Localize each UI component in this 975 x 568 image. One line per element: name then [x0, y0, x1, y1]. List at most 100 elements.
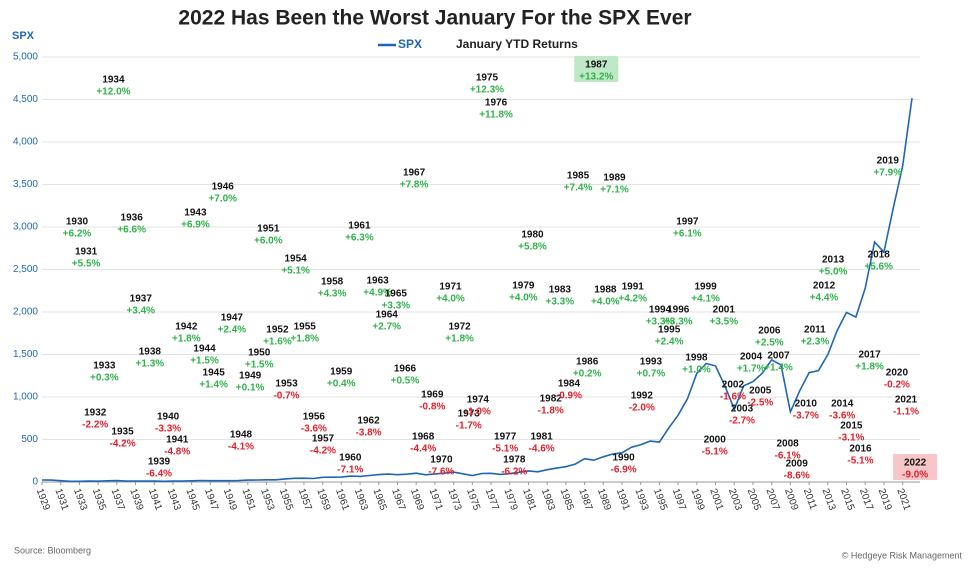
x-tick-label: 2007: [763, 487, 781, 512]
annotation-return: -1.6%: [720, 392, 746, 403]
annotation-return: -4.6%: [529, 444, 555, 455]
x-tick-label: 1961: [333, 487, 351, 512]
annotation-year: 2009: [786, 459, 809, 470]
x-tick-label: 2019: [876, 487, 894, 512]
annotation-return: +1.8%: [855, 362, 884, 373]
y-tick-label: 500: [21, 434, 38, 445]
annotation-year: 2022: [904, 458, 927, 469]
y-tick-label: 3,500: [13, 179, 38, 190]
x-tick-label: 1983: [539, 487, 557, 512]
x-tick-label: 1955: [277, 487, 295, 512]
annotation-year: 1993: [640, 357, 663, 368]
spx-line: [41, 98, 913, 483]
annotation-year: 1984: [558, 379, 581, 390]
annotation-year: 1941: [166, 435, 189, 446]
annotation-year: 1934: [102, 75, 125, 86]
annotation-return: +1.8%: [172, 334, 201, 345]
annotation-year: 1967: [403, 168, 426, 179]
annotation-year: 2003: [731, 404, 754, 415]
annotation-return: -6.1%: [775, 451, 801, 462]
annotation-year: 2001: [713, 305, 736, 316]
annotation-return: +4.1%: [691, 294, 720, 305]
annotation-return: +7.4%: [564, 183, 593, 194]
x-tick-label: 2001: [707, 487, 725, 512]
annotation-year: 2020: [886, 368, 909, 379]
annotation-year: 1994: [649, 305, 672, 316]
annotation-return: +0.5%: [391, 376, 420, 387]
annotation-return: +4.9%: [363, 288, 392, 299]
annotation-year: 1980: [521, 230, 544, 241]
annotation-return: +6.2%: [63, 229, 92, 240]
annotation-year: 2021: [895, 395, 918, 406]
annotation-return: +4.0%: [436, 294, 465, 305]
x-tick-label: 1979: [501, 487, 519, 512]
x-tick-label: 1975: [464, 487, 482, 512]
annotation-year: 1964: [376, 310, 399, 321]
y-tick-label: 5,000: [13, 52, 38, 63]
x-tick-label: 1951: [240, 487, 258, 512]
annotation-return: +1.5%: [190, 356, 219, 367]
x-tick-label: 1973: [445, 487, 463, 512]
annotation-return: +1.5%: [245, 360, 274, 371]
annotation-return: -0.2%: [884, 380, 910, 391]
annotation-year: 2018: [868, 250, 891, 261]
x-tick-label: 1987: [576, 487, 594, 512]
annotation-year: 1961: [348, 221, 371, 232]
x-tick-label: 1931: [52, 487, 70, 512]
annotation-year: 1938: [139, 347, 162, 358]
highlight-box: [893, 454, 938, 480]
annotation-return: +1.4%: [764, 363, 793, 374]
annotation-year: 1979: [512, 281, 535, 292]
x-tick-label: 1945: [183, 487, 201, 512]
annotation-year: 1970: [430, 455, 453, 466]
annotation-year: 1952: [266, 325, 289, 336]
y-tick-label: 3,000: [13, 222, 38, 233]
annotation-year: 1947: [221, 313, 244, 324]
annotation-return: -0.7%: [273, 391, 299, 402]
x-tick-label: 1971: [427, 487, 445, 512]
annotation-year: 1972: [448, 322, 471, 333]
annotation-year: 2007: [767, 351, 790, 362]
annotation-return: -2.5%: [747, 398, 773, 409]
annotation-year: 1982: [540, 394, 563, 405]
annotation-return: -4.2%: [109, 439, 135, 450]
annotation-return: +13.2%: [579, 72, 613, 83]
annotation-year: 1986: [576, 357, 599, 368]
annotation-year: 1969: [421, 390, 444, 401]
annotation-year: 2016: [849, 444, 872, 455]
x-tick-label: 2015: [838, 487, 856, 512]
annotation-return: +7.1%: [600, 185, 629, 196]
annotation-year: 1937: [130, 294, 153, 305]
annotation-return: -4.2%: [310, 446, 336, 457]
annotation-year: 1954: [285, 254, 308, 265]
annotation-year: 1960: [339, 453, 362, 464]
annotation-return: +5.1%: [281, 266, 310, 277]
legend-label: SPX: [398, 37, 422, 51]
annotation-year: 1950: [248, 348, 271, 359]
annotation-year: 2017: [858, 350, 881, 361]
annotation-year: 2010: [795, 399, 818, 410]
x-tick-label: 1977: [483, 487, 501, 512]
annotation-return: +2.7%: [372, 322, 401, 333]
x-tick-label: 1995: [651, 487, 669, 512]
x-tick-label: 1963: [352, 487, 370, 512]
annotation-year: 1939: [148, 457, 171, 468]
x-tick-label: 2009: [782, 487, 800, 512]
x-tick-label: 1935: [90, 487, 108, 512]
annotation-return: -4.8%: [164, 447, 190, 458]
x-tick-label: 2021: [894, 487, 912, 512]
annotation-return: +3.5%: [709, 317, 738, 328]
annotation-return: -3.7%: [793, 411, 819, 422]
annotation-return: -1.1%: [893, 407, 919, 418]
annotation-return: -4.4%: [410, 444, 436, 455]
annotation-return: +12.0%: [96, 87, 130, 98]
annotation-return: -6.9%: [611, 465, 637, 476]
annotation-year: 2015: [840, 421, 863, 432]
annotation-year: 1975: [476, 73, 499, 84]
annotations-title: January YTD Returns: [456, 37, 578, 51]
annotation-return: +0.1%: [236, 383, 265, 394]
annotation-return: +3.3%: [382, 301, 411, 312]
annotation-year: 1943: [184, 208, 207, 219]
annotation-return: +3.4%: [126, 306, 155, 317]
y-tick-label: 4,000: [13, 137, 38, 148]
